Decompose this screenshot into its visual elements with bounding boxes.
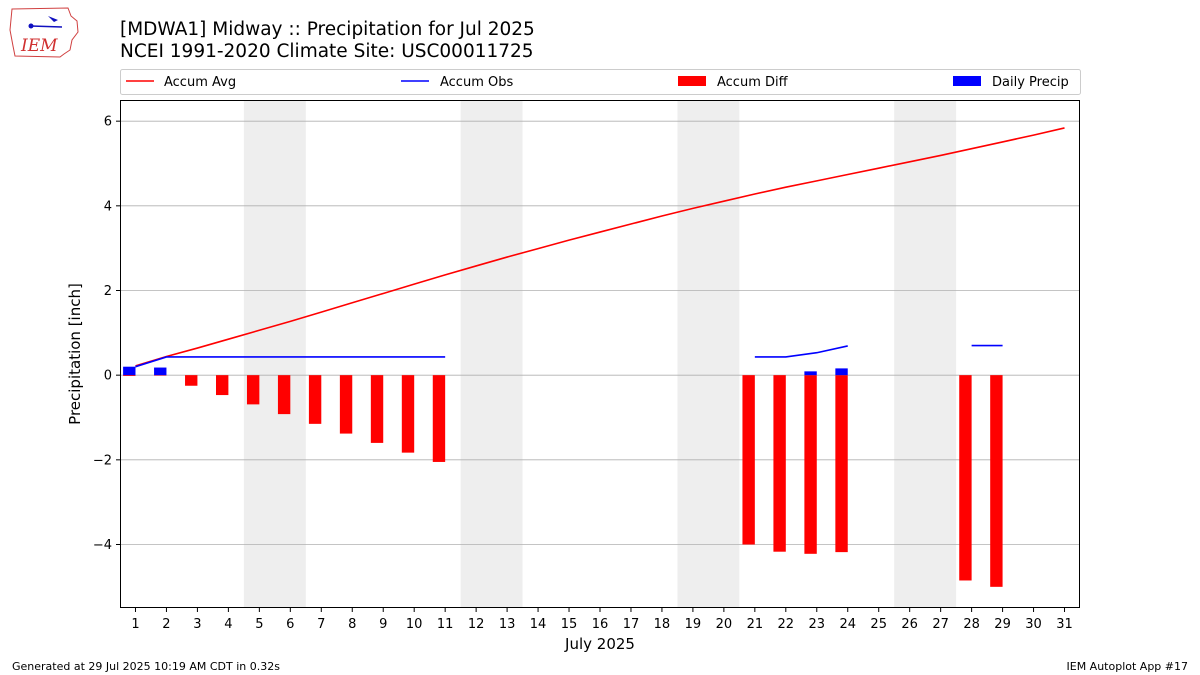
x-tick-label: 17 xyxy=(623,617,640,632)
accum-avg-line xyxy=(135,127,1065,367)
legend-label-daily-precip: Daily Precip xyxy=(992,75,1069,90)
x-axis-label: July 2025 xyxy=(564,635,635,653)
gridlines xyxy=(120,120,1080,545)
x-tick-label: 30 xyxy=(1025,617,1042,632)
x-tick-label: 16 xyxy=(592,617,609,632)
accum-diff-bar xyxy=(246,375,260,405)
accum-diff-bar xyxy=(773,375,786,552)
x-axis-ticks: 1 2 3 4 5 6 7 8 9 10 11 12 13 14 15 16 17 18 19 20 21 22 23 24 2… xyxy=(131,608,1073,632)
x-tick-label: 24 xyxy=(839,617,856,632)
x-tick-label: 31 xyxy=(1056,617,1073,632)
iowa-state-outline xyxy=(9,7,79,58)
plot-frame xyxy=(120,100,1080,608)
legend: Accum Avg Accum Obs Accum Diff Daily Pre… xyxy=(120,69,1081,95)
x-tick-label: 4 xyxy=(224,617,232,632)
accum-diff-bar xyxy=(123,375,136,377)
x-tick-label: 2 xyxy=(162,617,170,632)
chart-title: [MDWA1] Midway :: Precipitation for Jul … xyxy=(120,19,535,40)
accum-diff-bar xyxy=(185,375,198,386)
accum-diff-bar xyxy=(742,375,755,545)
accum-diff-bar xyxy=(990,375,1003,587)
x-tick-label: 23 xyxy=(809,617,826,632)
x-tick-label: 1 xyxy=(131,617,139,632)
y-tick-label: 4 xyxy=(104,199,112,214)
x-tick-label: 7 xyxy=(317,617,325,632)
x-tick-label: 26 xyxy=(901,617,918,632)
y-tick-label: 2 xyxy=(104,284,112,299)
y-axis-label: Precipitation [inch] xyxy=(66,283,84,425)
legend-label-accum-obs: Accum Obs xyxy=(440,75,513,90)
accum-obs-line xyxy=(754,345,848,358)
accum-diff-bar xyxy=(370,375,384,443)
weekend-shading xyxy=(243,100,957,608)
x-tick-label: 20 xyxy=(716,617,733,632)
x-tick-label: 28 xyxy=(963,617,980,632)
legend-swatch-accum-diff xyxy=(678,76,706,86)
y-axis-ticks: −4 −2 0 2 4 6 xyxy=(93,115,120,553)
y-tick-label: 0 xyxy=(104,369,112,384)
x-tick-label: 25 xyxy=(870,617,887,632)
x-tick-label: 3 xyxy=(193,617,201,632)
x-tick-label: 29 xyxy=(994,617,1011,632)
x-tick-label: 18 xyxy=(654,617,671,632)
accum-obs-line xyxy=(135,356,446,368)
weekend-shade-1 xyxy=(243,100,306,608)
footer-app: IEM Autoplot App #17 xyxy=(1067,660,1189,673)
accum-diff-bar xyxy=(835,375,848,553)
accum-diff-bar xyxy=(216,375,229,396)
x-tick-label: 10 xyxy=(406,617,423,632)
x-tick-label: 14 xyxy=(530,617,547,632)
footer-generated: Generated at 29 Jul 2025 10:19 AM CDT in… xyxy=(12,660,280,673)
x-tick-label: 15 xyxy=(561,617,578,632)
accum-diff-bar xyxy=(277,375,291,415)
x-tick-label: 21 xyxy=(747,617,764,632)
daily-precip-bar xyxy=(835,368,848,376)
x-tick-label: 5 xyxy=(255,617,263,632)
logo-text: IEM xyxy=(20,36,58,56)
y-tick-label: 6 xyxy=(104,115,112,130)
legend-label-accum-diff: Accum Diff xyxy=(717,75,789,90)
legend-swatch-daily-precip xyxy=(953,76,981,86)
accum-diff-bar xyxy=(154,375,167,376)
x-tick-label: 6 xyxy=(286,617,294,632)
daily-precip-bar xyxy=(154,367,167,376)
lines xyxy=(135,127,1065,368)
x-tick-label: 9 xyxy=(379,617,387,632)
legend-box xyxy=(120,69,1081,95)
weather-station-arm-icon xyxy=(30,25,63,28)
bars xyxy=(123,366,1003,587)
daily-precip-bar xyxy=(123,366,136,376)
x-tick-label: 19 xyxy=(685,617,702,632)
daily-precip-bar xyxy=(804,371,817,376)
accum-diff-bar xyxy=(804,375,817,554)
legend-label-accum-avg: Accum Avg xyxy=(164,75,236,90)
weekend-shade-3 xyxy=(677,100,740,608)
accum-diff-bar xyxy=(308,375,322,424)
x-tick-label: 8 xyxy=(348,617,356,632)
iem-logo: IEM xyxy=(9,7,79,58)
x-tick-label: 27 xyxy=(932,617,949,632)
y-tick-label: −4 xyxy=(93,538,112,553)
x-tick-label: 22 xyxy=(778,617,795,632)
x-tick-label: 11 xyxy=(437,617,454,632)
y-tick-label: −2 xyxy=(93,453,112,468)
accum-diff-bar xyxy=(339,375,353,434)
weekend-shade-2 xyxy=(460,100,523,608)
weekend-shade-4 xyxy=(894,100,957,608)
accum-diff-bar xyxy=(959,375,972,581)
accum-diff-bar xyxy=(401,375,415,453)
accum-diff-bar xyxy=(432,375,446,462)
wind-vane-icon xyxy=(48,16,58,22)
x-tick-label: 12 xyxy=(468,617,485,632)
chart-subtitle: NCEI 1991-2020 Climate Site: USC00011725 xyxy=(120,41,534,62)
x-tick-label: 13 xyxy=(499,617,516,632)
